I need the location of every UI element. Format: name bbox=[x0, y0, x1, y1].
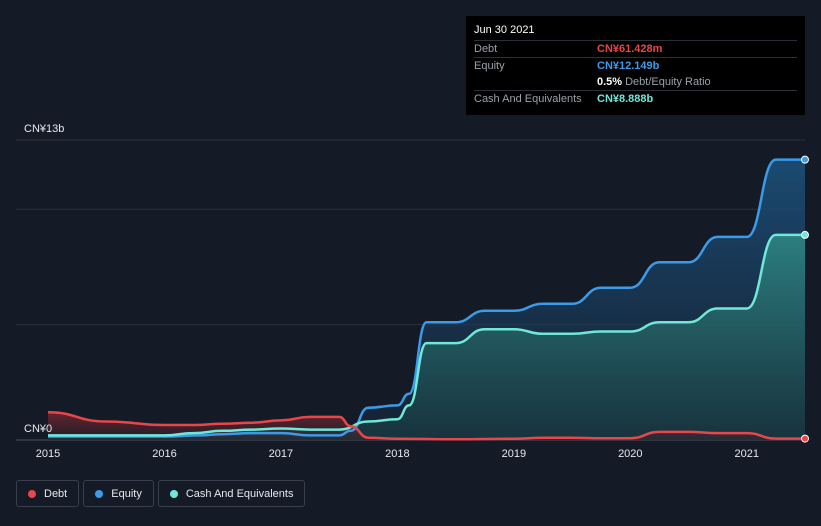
tooltip-ratio-value: 0.5% bbox=[597, 76, 623, 88]
tooltip-cash-label: Cash And Equivalents bbox=[474, 93, 582, 105]
x-tick-label: 2017 bbox=[269, 448, 293, 460]
legend-label-debt: Debt bbox=[44, 487, 68, 500]
y-axis-top-label: CN¥13b bbox=[24, 123, 64, 135]
tooltip-cash-value: CN¥8.888b bbox=[597, 93, 654, 105]
tooltip-debt-value: CN¥61.428m bbox=[597, 43, 663, 55]
y-axis-zero-label: CN¥0 bbox=[24, 423, 52, 435]
tooltip-row-equity: Equity CN¥12.149b bbox=[474, 58, 797, 74]
x-axis-ticks: 2015 2016 2017 2018 2019 2020 2021 bbox=[36, 448, 759, 460]
legend-label-cash: Cash And Equivalents bbox=[185, 487, 294, 500]
tooltip-equity-label: Equity bbox=[474, 60, 505, 72]
debt-line bbox=[47, 411, 805, 441]
x-tick-label: 2016 bbox=[152, 448, 176, 460]
debt-end-marker bbox=[801, 434, 809, 443]
tooltip-ratio-label: Debt/Equity Ratio bbox=[625, 76, 711, 88]
equity-line bbox=[48, 158, 805, 438]
legend-dot-debt bbox=[28, 489, 36, 498]
tooltip-date: Jun 30 2021 bbox=[474, 22, 797, 41]
cash-and-equivalents-end-marker bbox=[801, 230, 809, 239]
legend-dot-equity bbox=[95, 489, 104, 498]
series-areas bbox=[48, 159, 805, 440]
legend-label-equity: Equity bbox=[111, 487, 142, 500]
tooltip-equity-value: CN¥12.149b bbox=[597, 60, 660, 72]
tooltip-row-debt: Debt CN¥61.428m bbox=[474, 41, 797, 58]
cash-and-equivalents-area bbox=[48, 234, 805, 440]
series-lines bbox=[47, 158, 805, 441]
legend-item-debt[interactable]: Debt bbox=[16, 480, 80, 507]
tooltip-row-cash: Cash And Equivalents CN¥8.888b bbox=[474, 91, 797, 107]
tooltip-debt-label: Debt bbox=[474, 43, 498, 55]
legend-dot-cash bbox=[169, 489, 178, 498]
x-tick-label: 2018 bbox=[385, 448, 409, 460]
x-tick-label: 2015 bbox=[36, 448, 60, 460]
series-end-markers bbox=[801, 155, 809, 443]
cash-and-equivalents-line bbox=[48, 233, 805, 437]
legend-item-equity[interactable]: Equity bbox=[83, 480, 154, 507]
tooltip-row-ratio: 0.5% Debt/Equity Ratio bbox=[474, 74, 797, 91]
chart-legend: Debt Equity Cash And Equivalents bbox=[16, 480, 306, 507]
legend-item-cash[interactable]: Cash And Equivalents bbox=[157, 480, 306, 507]
x-tick-label: 2021 bbox=[735, 448, 759, 460]
x-tick-label: 2019 bbox=[502, 448, 526, 460]
data-tooltip: Jun 30 2021 Debt CN¥61.428m Equity CN¥12… bbox=[466, 16, 805, 115]
x-tick-label: 2020 bbox=[618, 448, 642, 460]
equity-end-marker bbox=[801, 155, 809, 164]
